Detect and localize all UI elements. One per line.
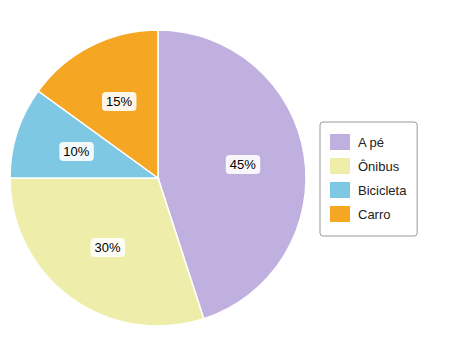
data-label: 15% <box>106 94 132 109</box>
data-label-background <box>102 92 136 111</box>
data-label-group: 10% <box>59 142 93 161</box>
data-label-background <box>59 142 93 161</box>
legend-label: Carro <box>358 207 391 222</box>
data-labels: 45% 30% 10% 15% <box>59 92 260 257</box>
data-label-group: 45% <box>226 155 260 174</box>
pie-slice <box>38 30 158 178</box>
chart: 45% 30% 10% 15% A pé Ônibus Bicicleta Carro <box>0 0 467 355</box>
legend: A pé Ônibus Bicicleta Carro <box>320 122 417 236</box>
chart-container: 45% 30% 10% 15% A pé Ônibus Bicicleta Carro <box>0 0 467 355</box>
pie-slice <box>10 178 204 326</box>
legend-swatch <box>330 206 350 222</box>
legend-swatch <box>330 182 350 198</box>
data-label: 30% <box>95 240 121 255</box>
legend-swatch <box>330 134 350 150</box>
pie-slices <box>10 30 306 326</box>
legend-label: Ônibus <box>358 159 400 174</box>
data-label: 10% <box>63 144 89 159</box>
data-label-group: 30% <box>91 238 125 257</box>
data-label-background <box>91 238 125 257</box>
data-label: 45% <box>230 157 256 172</box>
legend-swatch <box>330 158 350 174</box>
legend-label: A pé <box>358 135 384 150</box>
data-label-group: 15% <box>102 92 136 111</box>
data-label-background <box>226 155 260 174</box>
legend-label: Bicicleta <box>358 183 407 198</box>
legend-frame <box>320 122 417 236</box>
